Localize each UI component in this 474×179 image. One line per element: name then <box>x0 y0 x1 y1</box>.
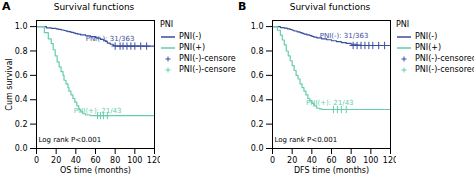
svg-text:0.2: 0.2 <box>15 120 28 129</box>
html-text:PNI: PNI <box>160 20 174 29</box>
svg-text:Log rank P<0.001: Log rank P<0.001 <box>38 136 101 144</box>
html-text:Survival functions: Survival functions <box>53 2 135 12</box>
svg-text:PNI(+): 21/43: PNI(+): 21/43 <box>306 99 354 107</box>
svg-text:80: 80 <box>110 156 120 165</box>
svg-text:0.2: 0.2 <box>251 120 264 129</box>
html-text:PNI(+): PNI(+) <box>179 43 206 52</box>
svg-text:40: 40 <box>71 156 81 165</box>
svg-text:1.0: 1.0 <box>15 22 28 31</box>
svg-text:120: 120 <box>383 156 396 165</box>
svg-text:80: 80 <box>346 156 356 165</box>
svg-text:0.0: 0.0 <box>251 144 264 153</box>
svg-text:100: 100 <box>363 156 378 165</box>
svg-text:DFS time (months): DFS time (months) <box>294 166 369 175</box>
svg-text:0.0: 0.0 <box>15 144 28 153</box>
html-text:PNI(-)-censored: PNI(-)-censored <box>179 54 241 63</box>
svg-text:100: 100 <box>127 156 142 165</box>
svg-text:60: 60 <box>326 156 336 165</box>
svg-text:PNI(-): 31/363: PNI(-): 31/363 <box>320 32 369 40</box>
html-text:PNI(-)-censored: PNI(-)-censored <box>179 65 241 74</box>
svg-text:20: 20 <box>51 156 61 165</box>
html-text:PNI(-): PNI(-) <box>415 32 438 41</box>
svg-text:0: 0 <box>270 156 275 165</box>
svg-text:0.6: 0.6 <box>15 71 28 80</box>
svg-text:Cum survival: Cum survival <box>5 58 14 110</box>
svg-text:Log rank P<0.001: Log rank P<0.001 <box>274 136 337 144</box>
svg-text:40: 40 <box>307 156 317 165</box>
html-text:PNI: PNI <box>396 20 410 29</box>
svg-text:0.8: 0.8 <box>15 47 28 56</box>
svg-text:OS time (months): OS time (months) <box>60 166 131 175</box>
svg-text:20: 20 <box>287 156 297 165</box>
svg-text:PNI(+): 21/43: PNI(+): 21/43 <box>74 107 122 115</box>
svg-text:0: 0 <box>34 156 39 165</box>
html-text:PNI(-): PNI(-) <box>179 32 202 41</box>
svg-text:0.6: 0.6 <box>251 71 264 80</box>
svg-text:120: 120 <box>147 156 160 165</box>
html-text:PNI(+): PNI(+) <box>415 43 442 52</box>
html-text:B: B <box>238 0 247 13</box>
svg-text:0.4: 0.4 <box>15 95 28 104</box>
svg-text:0.8: 0.8 <box>251 47 264 56</box>
html-text:Survival functions: Survival functions <box>289 2 371 12</box>
svg-text:1.0: 1.0 <box>251 22 264 31</box>
svg-text:60: 60 <box>90 156 100 165</box>
html-text:A: A <box>2 0 11 13</box>
svg-text:0.4: 0.4 <box>251 95 264 104</box>
svg-text:PNI(-): 31/363: PNI(-): 31/363 <box>86 35 135 43</box>
